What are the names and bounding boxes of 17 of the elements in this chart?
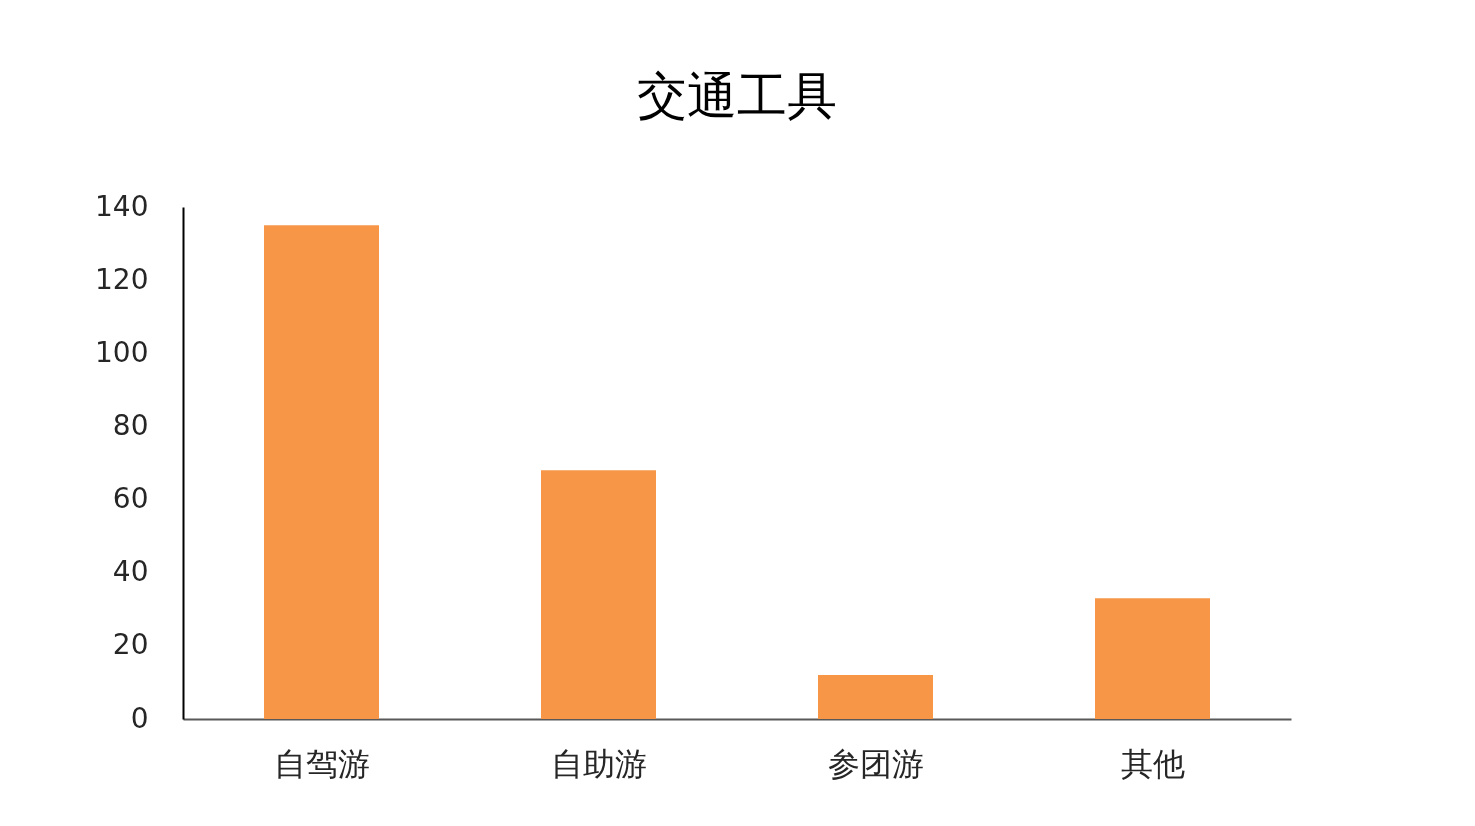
bar [818, 675, 933, 719]
y-tick-label: 20 [112, 628, 149, 662]
bar [541, 470, 656, 719]
bar [264, 225, 379, 719]
y-tick-label: 0 [130, 701, 149, 735]
y-tick-label: 140 [95, 189, 149, 223]
x-tick-label: 参团游 [827, 744, 924, 783]
y-tick-label: 120 [95, 262, 149, 296]
x-tick-label: 自驾游 [273, 744, 370, 783]
x-tick-label: 其他 [1120, 744, 1185, 783]
y-tick-label: 60 [112, 482, 149, 516]
y-tick-label: 100 [95, 335, 149, 369]
chart-title: 交通工具 [637, 67, 837, 125]
y-tick-label: 80 [112, 408, 149, 442]
bar [1095, 598, 1210, 719]
x-tick-label: 自助游 [550, 744, 647, 783]
y-tick-label: 40 [112, 555, 149, 589]
